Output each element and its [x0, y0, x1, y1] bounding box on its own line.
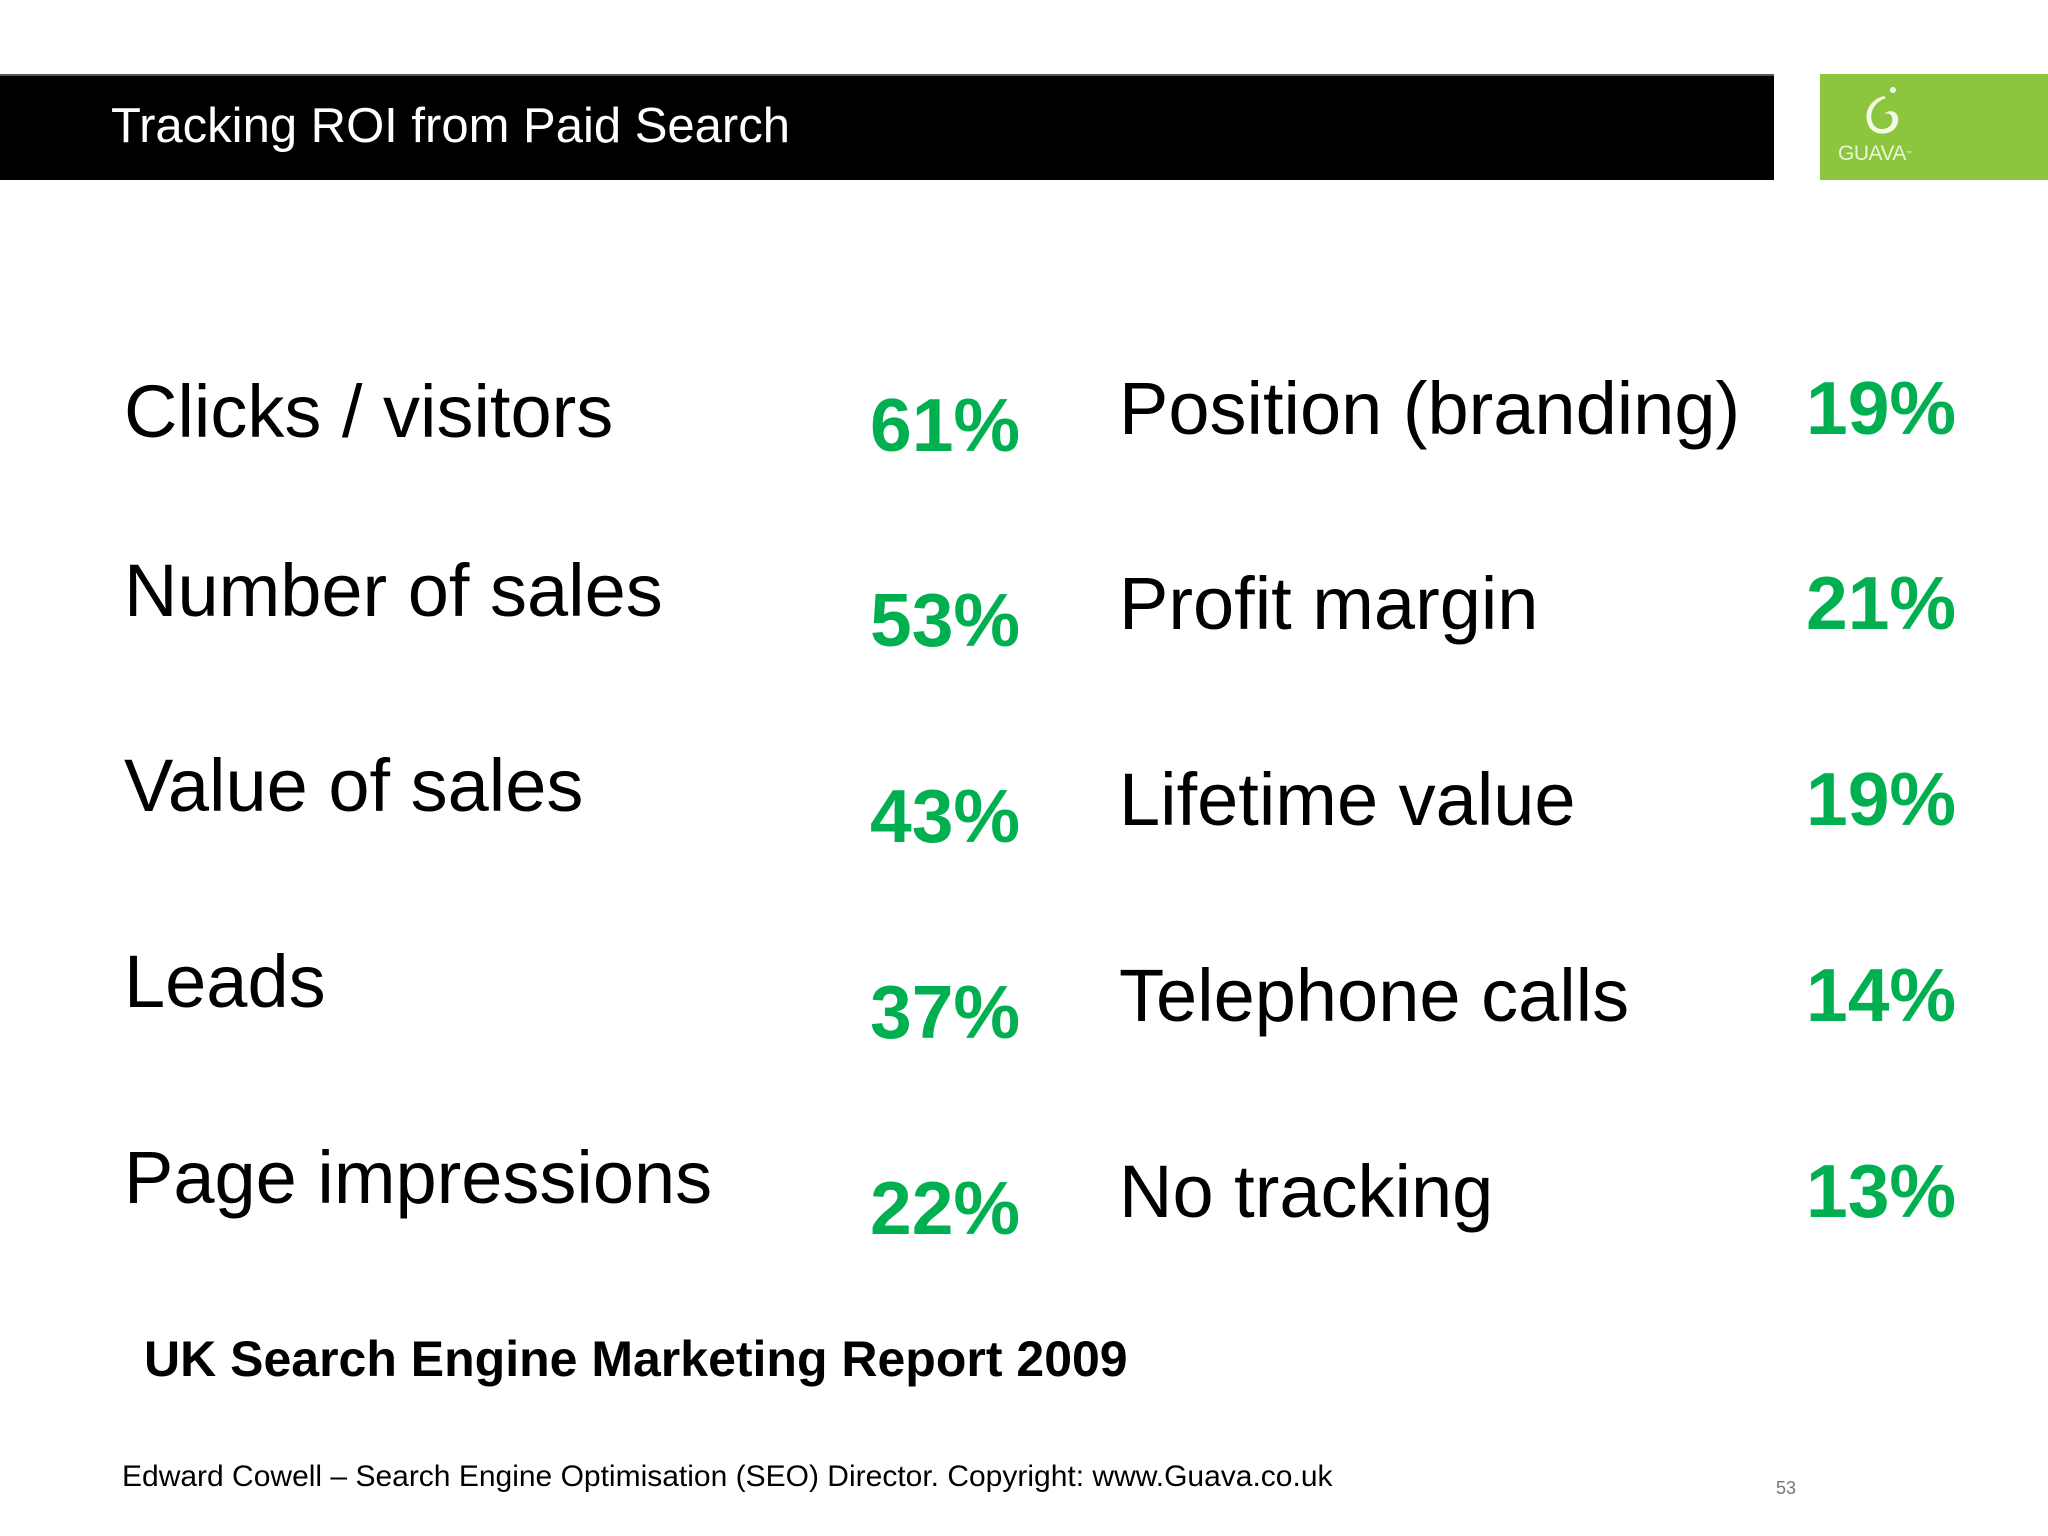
guava-logo: GUAVA™ [1820, 74, 2048, 180]
metric-label: No tracking [1119, 1150, 1494, 1233]
metric-value: 53% [870, 578, 1021, 662]
metric-value: 13% [1806, 1149, 1957, 1233]
metric-label: Page impressions [124, 1136, 713, 1219]
metric-value: 61% [870, 383, 1021, 467]
metric-value: 37% [870, 970, 1021, 1054]
metric-value: 14% [1806, 953, 1957, 1037]
metric-label: Profit margin [1119, 562, 1539, 645]
metric-value: 19% [1806, 366, 1957, 450]
page-number: 53 [1776, 1478, 1797, 1498]
metric-value: 21% [1806, 561, 1957, 645]
guava-swirl-icon [1866, 87, 1899, 134]
metric-value: 19% [1806, 757, 1957, 841]
footer-credit: Edward Cowell – Search Engine Optimisati… [122, 1460, 1333, 1493]
source-heading: UK Search Engine Marketing Report 2009 [144, 1331, 1128, 1387]
metric-label: Value of sales [124, 744, 584, 827]
metric-value: 22% [870, 1166, 1021, 1250]
title-bar [0, 74, 1774, 180]
slide-title: Tracking ROI from Paid Search [111, 99, 790, 153]
metric-label: Number of sales [124, 549, 663, 632]
metric-label: Position (branding) [1119, 367, 1741, 450]
logo-wordmark: GUAVA™ [1838, 142, 1912, 165]
metric-label: Leads [124, 940, 326, 1023]
metric-label: Lifetime value [1119, 758, 1576, 841]
metric-label: Clicks / visitors [124, 370, 614, 453]
metric-label: Telephone calls [1119, 954, 1630, 1037]
metric-value: 43% [870, 774, 1021, 858]
